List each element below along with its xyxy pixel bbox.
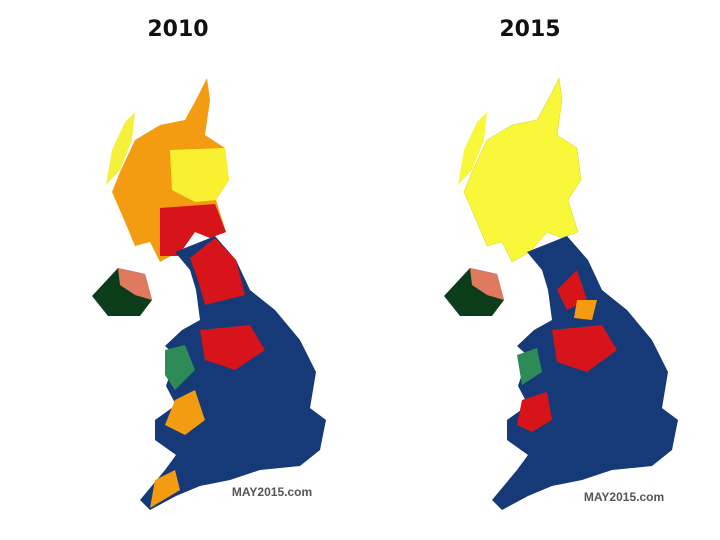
region bbox=[492, 236, 678, 510]
region bbox=[165, 390, 205, 435]
credit: MAY2015.com bbox=[232, 485, 312, 499]
region bbox=[170, 148, 229, 202]
credit: MAY2015.com bbox=[584, 490, 664, 504]
region bbox=[517, 348, 542, 385]
region bbox=[552, 325, 617, 372]
region bbox=[160, 204, 226, 256]
region bbox=[118, 268, 152, 300]
region bbox=[190, 238, 245, 305]
map-2015: 2015 MAY2015.com bbox=[444, 17, 678, 510]
map-title: 2015 bbox=[499, 17, 560, 42]
region bbox=[150, 470, 180, 508]
region bbox=[165, 345, 195, 390]
region bbox=[470, 268, 504, 300]
map-title: 2010 bbox=[147, 17, 208, 42]
region bbox=[200, 325, 265, 370]
region bbox=[463, 77, 582, 263]
region bbox=[517, 392, 552, 432]
region bbox=[574, 300, 597, 320]
map-2010: 2010 MAY2015.com bbox=[92, 17, 326, 510]
